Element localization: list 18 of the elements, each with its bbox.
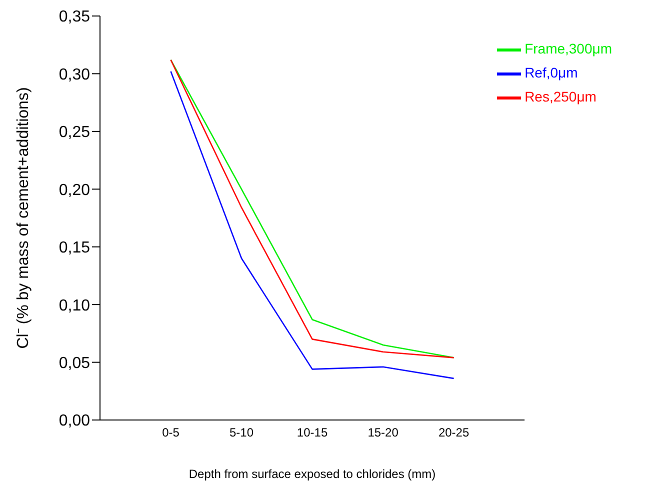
x-tick-label: 15-20 — [368, 426, 399, 440]
y-axis-title: Cl⁻ (% by mass of cement+additions) — [15, 87, 32, 349]
y-tick-label: 0,35 — [58, 8, 90, 26]
x-tick-label: 5-10 — [230, 426, 254, 440]
x-tick-label: 20-25 — [438, 426, 470, 440]
x-axis-title: Depth from surface exposed to chlorides (mm) — [188, 467, 436, 481]
y-tick-label: 0,25 — [58, 124, 90, 142]
legend-label: Frame,300μm — [524, 40, 612, 57]
legend-label: Ref,0μm — [524, 64, 578, 81]
legend-label: Res,250μm — [524, 88, 596, 105]
y-tick-label: 0,05 — [58, 354, 90, 372]
y-tick-label: 0,10 — [58, 297, 90, 314]
x-tick-label: 10-15 — [296, 426, 328, 440]
y-tick-label: 0,00 — [58, 412, 90, 430]
y-tick-label: 0,20 — [58, 182, 90, 199]
y-tick-label: 0,15 — [58, 240, 90, 257]
y-tick-label: 0,30 — [58, 66, 90, 84]
x-tick-label: 0-5 — [162, 426, 180, 440]
